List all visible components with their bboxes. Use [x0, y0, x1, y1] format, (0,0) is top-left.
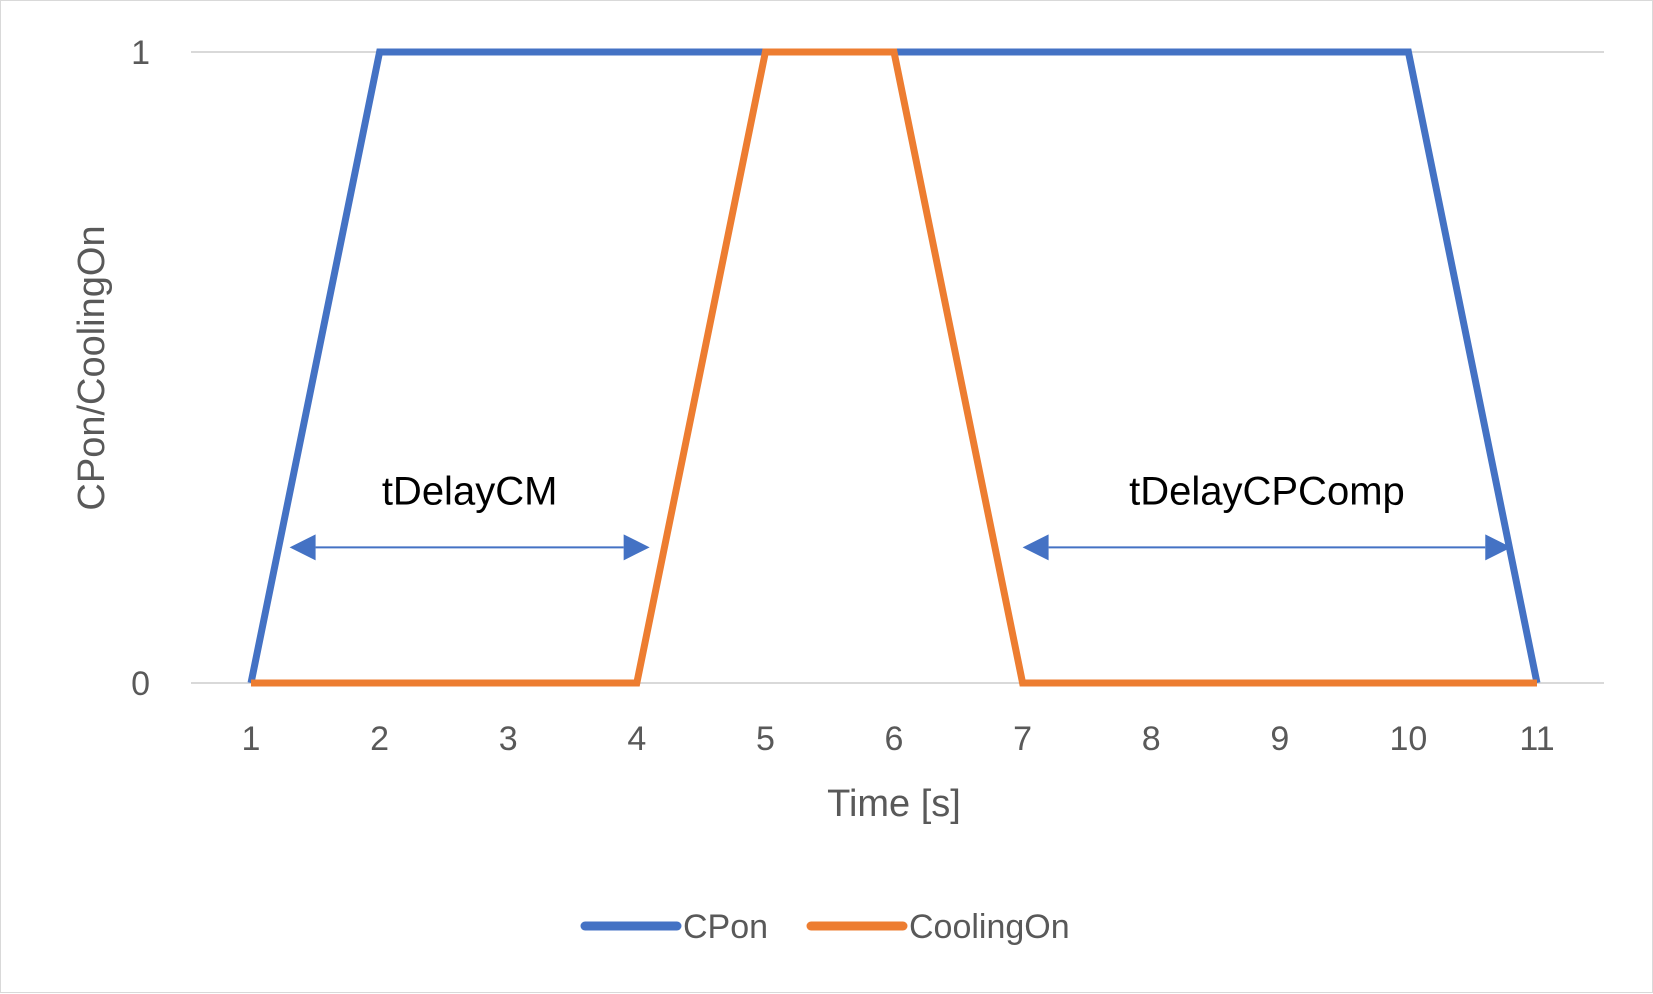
y-tick-label: 1: [131, 34, 150, 72]
y-axis-title: CPon/CoolingOn: [71, 225, 113, 510]
series-line-cpon: [247, 48, 1541, 684]
legend: CPon CoolingOn: [580, 908, 1070, 946]
legend-label: CoolingOn: [909, 908, 1070, 946]
x-tick-label: 2: [370, 720, 389, 758]
x-tick-label: 5: [756, 720, 775, 758]
x-tick-label: 6: [885, 720, 904, 758]
series-line-coolingon: [251, 48, 1537, 687]
legend-item-coolingon: CoolingOn: [806, 908, 1070, 946]
x-axis-ticks: 1 2 3 4 5 6 7 8 9 10 11: [242, 720, 1555, 758]
arrowhead-left: [1022, 534, 1049, 561]
series-lines: [247, 48, 1541, 687]
annotation-label: tDelayCPComp: [1129, 469, 1405, 513]
y-tick-label: 0: [131, 665, 150, 703]
x-tick-label: 9: [1270, 720, 1289, 758]
x-tick-label: 3: [499, 720, 518, 758]
annotation-arrow-1: tDelayCPComp: [1022, 469, 1512, 561]
legend-label: CPon: [683, 908, 768, 946]
annotation-label: tDelayCM: [382, 469, 558, 513]
arrowhead-right: [623, 534, 650, 561]
y-axis-ticks: 01: [131, 34, 150, 703]
arrowhead-left: [289, 534, 316, 561]
x-axis-title: Time [s]: [827, 783, 961, 825]
gridlines: [191, 51, 1604, 684]
x-tick-label: 10: [1389, 720, 1427, 758]
x-tick-label: 4: [627, 720, 646, 758]
legend-item-cpon: CPon: [580, 908, 768, 946]
x-tick-label: 7: [1013, 720, 1032, 758]
x-tick-label: 11: [1519, 720, 1554, 758]
annotations: tDelayCM tDelayCPComp: [289, 469, 1512, 561]
x-tick-label: 1: [242, 720, 261, 758]
arrowhead-right: [1485, 534, 1512, 561]
annotation-arrow-0: tDelayCM: [289, 469, 650, 561]
x-tick-label: 8: [1142, 720, 1161, 758]
